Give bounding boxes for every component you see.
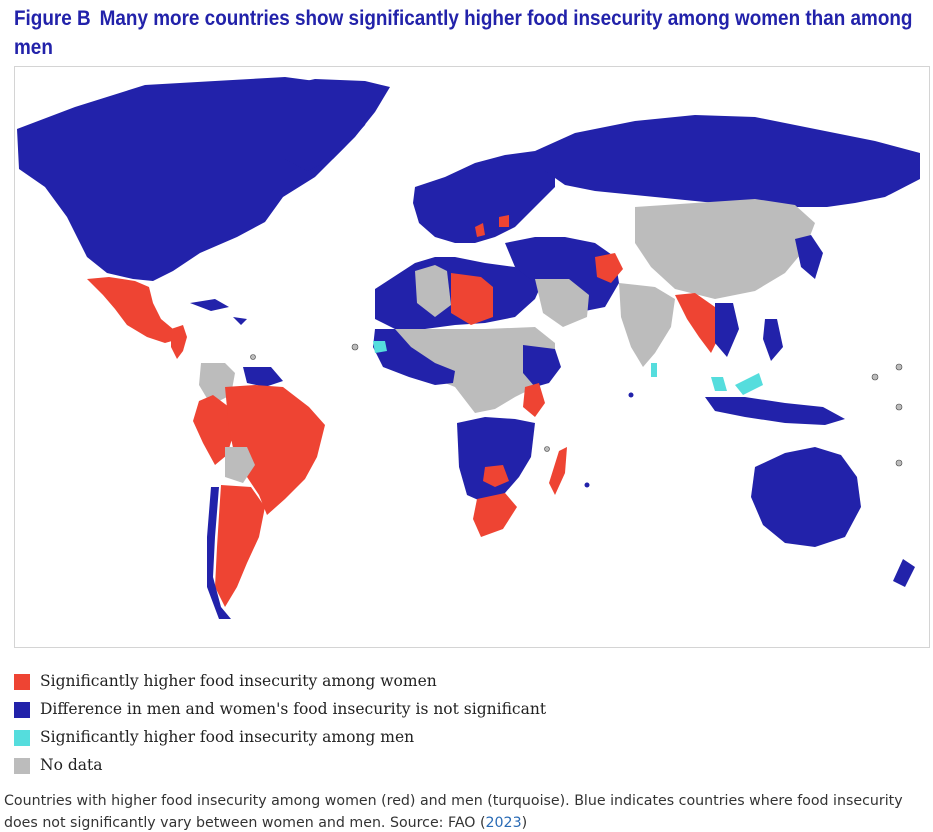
legend-swatch-red [14,674,30,690]
vietnam-laos [715,303,739,357]
europe [413,151,555,243]
island-dot [351,343,359,351]
figure-number: Figure B [14,7,91,30]
senegal [373,341,387,353]
west-africa [373,329,455,385]
new-zealand [893,559,915,587]
legend-swatch-turquoise [14,730,30,746]
afghanistan [595,253,623,283]
saudi-arabia [535,279,589,327]
indonesia [705,397,845,425]
brazil [225,385,325,515]
legend-label: Difference in men and women's food insec… [40,700,547,718]
island-dot [628,392,634,398]
island-dot [895,363,903,371]
greenland [270,79,390,171]
legend-swatch-grey [14,758,30,774]
algeria [415,265,451,317]
island-dot [250,354,256,360]
figure-title: Figure B Many more countries show signifi… [14,4,914,62]
venezuela-guyana [243,367,283,387]
malaysia [711,373,763,395]
sri-lanka [651,363,657,377]
island-dot [544,446,550,452]
caribbean-islands [190,299,247,325]
chile [207,487,231,619]
legend-label: Significantly higher food insecurity amo… [40,728,415,746]
southern-africa [457,417,535,503]
bolivia [225,447,255,483]
world-map [14,66,930,648]
myanmar-thailand [675,293,721,353]
legend-label: No data [40,756,103,774]
legend-swatch-blue [14,702,30,718]
south-africa [473,493,517,537]
caption-text: Countries with higher food insecurity am… [4,793,903,831]
australia [751,447,861,547]
russia [535,115,920,207]
balkans-red [475,215,509,237]
figure-title-text: Many more countries show significantly h… [14,7,913,59]
philippines [763,319,783,361]
figure-caption: Countries with higher food insecurity am… [4,790,924,832]
island-dot [895,459,903,467]
india [619,283,675,367]
kenya [523,383,545,417]
japan-korea [795,235,823,279]
source-link[interactable]: 2023 [485,815,522,831]
caption-suffix: ) [521,815,528,831]
legend-label: Significantly higher food insecurity amo… [40,672,437,690]
sahel-central-africa [393,327,555,413]
island-dot [584,482,590,488]
mexico [87,277,179,343]
world-map-svg [17,77,920,619]
argentina [215,485,265,607]
madagascar [549,447,567,495]
zimbabwe [483,465,509,487]
middle-east [505,237,619,313]
island-dot [895,403,903,411]
central-america [171,325,187,359]
china [635,199,815,299]
libya [451,273,493,325]
east-africa [523,345,561,387]
island-dot [871,373,879,381]
